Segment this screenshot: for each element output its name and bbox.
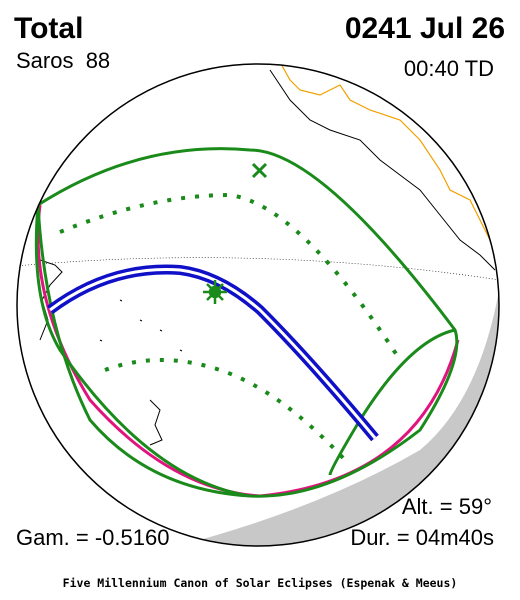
- equator: [17, 257, 499, 281]
- duration: Dur. = 04m40s: [350, 525, 494, 550]
- saros: Saros 88: [16, 48, 110, 73]
- eclipse-type: Total: [14, 12, 83, 45]
- gamma: Gam. = -0.5160: [16, 525, 169, 550]
- globe: [16, 63, 500, 547]
- border-lines: [279, 64, 491, 241]
- coastline: [39, 259, 183, 446]
- eclipse-time: 00:40 TD: [404, 56, 494, 81]
- globe-outline: [16, 63, 500, 547]
- greatest-duration: [251, 162, 268, 179]
- greatest-eclipse: [203, 280, 227, 304]
- coastline: [269, 69, 496, 271]
- penumbra-outline: [34, 147, 459, 498]
- credit: Five Millennium Canon of Solar Eclipses …: [63, 576, 458, 590]
- altitude: Alt. = 59°: [402, 494, 492, 519]
- eclipse-date: 0241 Jul 26: [345, 12, 505, 45]
- totality-path-center: [49, 268, 377, 439]
